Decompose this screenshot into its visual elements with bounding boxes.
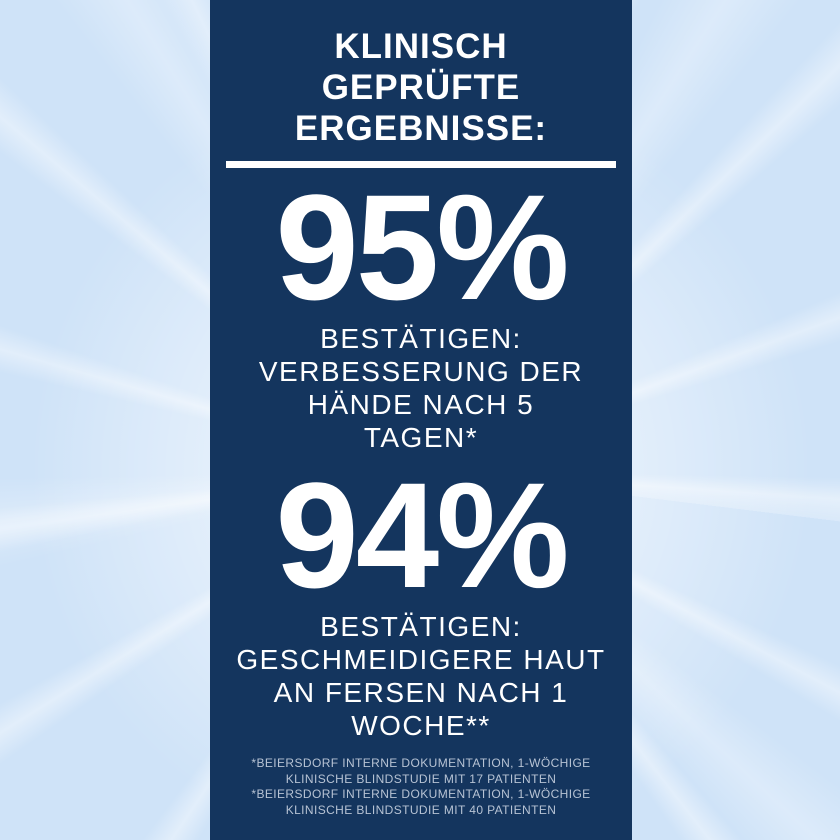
footnote-study-hands: *BEIERSDORF INTERNE DOKUMENTATION, 1-WÖC… <box>251 756 591 786</box>
footnotes: *BEIERSDORF INTERNE DOKUMENTATION, 1-WÖC… <box>210 756 632 818</box>
divider-line <box>226 161 616 168</box>
stat-hands: 95% BESTÄTIGEN: VERBESSERUNG DER HÄNDE N… <box>210 163 632 454</box>
claims-panel: KLINISCH GEPRÜFTE ERGEBNISSE: 95% BESTÄT… <box>210 0 632 840</box>
footnote-study-heels: *BEIERSDORF INTERNE DOKUMENTATION, 1-WÖC… <box>251 787 591 817</box>
stat-heels-value: 94% <box>275 451 569 619</box>
headline: KLINISCH GEPRÜFTE ERGEBNISSE: <box>294 27 548 148</box>
stat-hands-value: 95% <box>275 163 569 331</box>
stat-heels: 94% BESTÄTIGEN: GESCHMEIDIGERE HAUT AN F… <box>210 451 632 742</box>
stat-hands-description: BESTÄTIGEN: VERBESSERUNG DER HÄNDE NACH … <box>258 323 584 453</box>
stat-heels-description: BESTÄTIGEN: GESCHMEIDIGERE HAUT AN FERSE… <box>236 611 606 741</box>
